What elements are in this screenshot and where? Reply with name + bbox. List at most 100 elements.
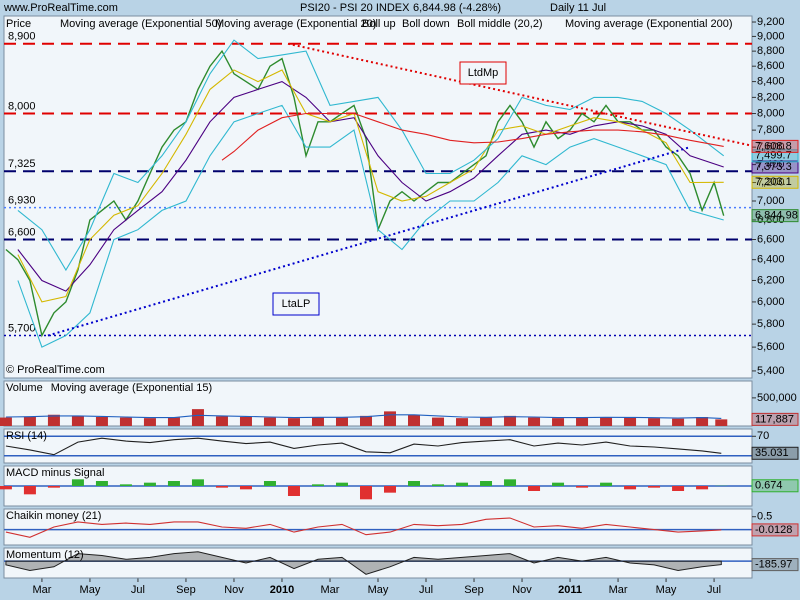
last-value-box [751, 412, 799, 426]
last-value-box [751, 175, 799, 189]
series-line [17, 104, 724, 348]
trend-line [287, 42, 753, 147]
x-tick-label: Nov [224, 584, 244, 596]
trend-label-box [459, 61, 507, 85]
legend-entry: Boll middle (20,2) [457, 18, 543, 30]
y-tick-label: 70 [757, 430, 769, 442]
trend-label: LtdMp [468, 67, 499, 79]
y-tick-label: 7,000 [757, 195, 785, 207]
last-value-label: 7,203.1 [755, 176, 792, 188]
bar [715, 419, 728, 426]
trend-line [47, 146, 691, 337]
x-tick-label: May [368, 584, 389, 596]
level-label: 5,700 [8, 322, 36, 334]
y-tick-label: 8,800 [757, 45, 785, 57]
y-tick-label: 500,000 [757, 392, 797, 404]
legend-entry: Boll down [402, 18, 450, 30]
y-tick-label: 6,600 [757, 233, 785, 245]
x-tick-label: Sep [176, 584, 196, 596]
level-label: 6,930 [8, 194, 36, 206]
quote: 6,844.98 (-4.28%) [413, 2, 501, 14]
bar [0, 486, 12, 490]
panel-label: Moving average (Exponential 15) [51, 382, 212, 394]
series-line [5, 437, 722, 456]
last-value-label: 35.031 [755, 447, 789, 459]
y-tick-label: 5,600 [757, 341, 785, 353]
bar [239, 417, 252, 426]
last-value-box [751, 209, 799, 223]
legend-entry: Price [6, 18, 31, 30]
legend-entry: Moving average (Exponential 50) [60, 18, 221, 30]
last-value-label: 117,887 [755, 413, 794, 425]
level-label: 7,325 [8, 158, 36, 170]
bar [287, 418, 300, 426]
y-tick-label: 7,800 [757, 124, 785, 136]
y-tick-label: 6,000 [757, 296, 785, 308]
bar [311, 417, 324, 426]
bar [672, 418, 685, 426]
bar [528, 417, 541, 426]
trend-label: LtaLP [282, 298, 311, 310]
bar [456, 482, 469, 486]
bar [95, 481, 108, 486]
y-tick-label: 9,200 [757, 16, 785, 28]
x-tick-label: Mar [321, 584, 340, 596]
last-value-label: 7,373.3 [755, 161, 792, 173]
bar [480, 417, 493, 426]
last-value-box [751, 446, 799, 460]
level-label: 8,000 [8, 100, 36, 112]
bar [23, 486, 36, 495]
series-line [17, 80, 724, 292]
trend-label-box [272, 292, 320, 316]
y-tick-label: 6,400 [757, 254, 785, 266]
y-tick-label: 5,800 [757, 318, 785, 330]
bar [23, 416, 36, 426]
bar [432, 417, 445, 426]
bar [215, 416, 228, 426]
bar [408, 481, 421, 486]
last-value-label: 0.674 [755, 480, 783, 492]
x-tick-label: 2011 [558, 584, 582, 596]
bar [648, 418, 661, 426]
x-tick-label: Jul [707, 584, 721, 596]
bar [384, 486, 397, 493]
panel-label: Momentum (12) [6, 549, 84, 561]
last-value-box [751, 139, 799, 153]
bar [504, 415, 517, 426]
x-tick-label: Jul [131, 584, 145, 596]
bar [71, 479, 84, 486]
instrument: PSI20 - PSI 20 INDEX [300, 2, 410, 14]
panel [3, 547, 753, 579]
bar [263, 481, 276, 486]
bar [576, 486, 589, 488]
bar [95, 417, 108, 426]
x-tick-label: 2010 [270, 584, 294, 596]
panel-label: Chaikin money (21) [6, 510, 101, 522]
bar [335, 417, 348, 426]
legend-entry: Moving average (Exponential 200) [565, 18, 733, 30]
legend-entry: Boll up [362, 18, 396, 30]
bar [384, 411, 397, 426]
last-value-label: 7,608.8 [755, 140, 792, 152]
copyright: © ProRealTime.com [6, 364, 105, 376]
panel-label: MACD minus Signal [6, 467, 104, 479]
bar [167, 481, 180, 486]
series-line [17, 39, 725, 272]
x-tick-label: Mar [609, 584, 628, 596]
series-line [5, 414, 722, 419]
bar [648, 486, 661, 488]
bar [456, 418, 469, 426]
bar [215, 486, 228, 488]
bar [672, 486, 685, 491]
bar [528, 486, 541, 491]
period: Daily 11 Jul [550, 2, 606, 14]
bar [696, 417, 709, 426]
bar [191, 479, 204, 486]
panel [3, 508, 753, 546]
bar [263, 417, 276, 426]
bar [359, 486, 372, 500]
legend-entry: Moving average (Exponential 20) [215, 18, 376, 30]
last-value-box [751, 160, 799, 174]
bar [696, 486, 709, 490]
